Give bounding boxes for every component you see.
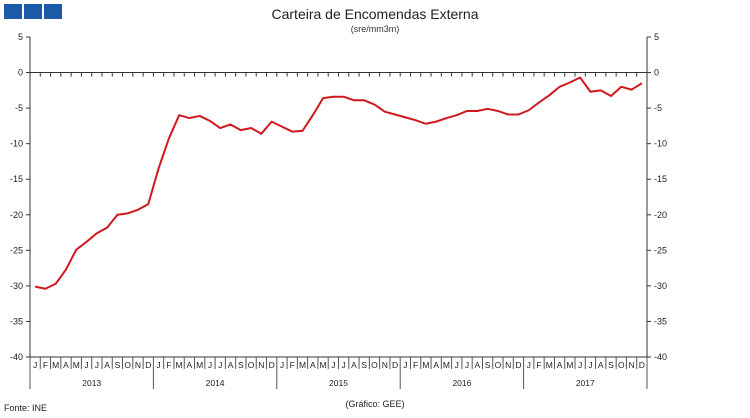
logo-block-2: [24, 4, 42, 19]
x-tick-label-month: D: [639, 360, 645, 370]
x-tick-label-month: J: [588, 360, 592, 370]
x-tick-label-month: A: [351, 360, 357, 370]
y-tick-label-left: -25: [10, 245, 23, 255]
x-tick-label-month: F: [166, 360, 171, 370]
x-tick-label-month: N: [505, 360, 511, 370]
x-tick-label-month: M: [176, 360, 183, 370]
x-tick-label-month: F: [413, 360, 418, 370]
x-tick-label-month: J: [95, 360, 99, 370]
x-tick-label-month: A: [433, 360, 439, 370]
x-tick-label-month: N: [258, 360, 264, 370]
x-tick-label-month: N: [629, 360, 635, 370]
x-tick-label-month: S: [238, 360, 244, 370]
x-tick-label-month: O: [618, 360, 625, 370]
x-tick-label-month: D: [515, 360, 521, 370]
x-tick-label-month: M: [196, 360, 203, 370]
y-tick-label-right: -30: [654, 281, 667, 291]
x-tick-label-month: J: [280, 360, 284, 370]
x-tick-label-month: J: [33, 360, 37, 370]
x-tick-label-month: J: [578, 360, 582, 370]
x-tick-label-month: A: [187, 360, 193, 370]
x-tick-label-month: J: [342, 360, 346, 370]
logo-block-1: [4, 4, 22, 19]
x-tick-label-month: O: [371, 360, 378, 370]
y-tick-label-left: -40: [10, 352, 23, 362]
x-tick-label-month: N: [382, 360, 388, 370]
y-tick-label-left: -20: [10, 210, 23, 220]
x-tick-label-month: O: [495, 360, 502, 370]
y-tick-label-right: -5: [654, 103, 662, 113]
x-tick-label-month: J: [331, 360, 335, 370]
x-tick-label-month: A: [228, 360, 234, 370]
y-tick-label-right: -10: [654, 139, 667, 149]
x-tick-label-year: 2013: [82, 378, 101, 388]
credit-note: (Gráfico: GEE): [345, 399, 405, 409]
x-tick-label-month: M: [443, 360, 450, 370]
x-tick-label-month: A: [557, 360, 563, 370]
x-tick-label-month: F: [536, 360, 541, 370]
x-tick-label-month: M: [422, 360, 429, 370]
x-tick-label-month: D: [145, 360, 151, 370]
x-tick-label-month: A: [310, 360, 316, 370]
logo-block-3: [44, 4, 62, 19]
y-tick-label-right: -40: [654, 352, 667, 362]
x-tick-label-month: J: [208, 360, 212, 370]
x-tick-label-month: A: [474, 360, 480, 370]
x-tick-label-month: S: [485, 360, 491, 370]
y-tick-label-right: -25: [654, 245, 667, 255]
y-tick-label-left: 5: [18, 32, 23, 42]
x-tick-label-month: J: [84, 360, 88, 370]
y-tick-label-left: -10: [10, 139, 23, 149]
x-tick-label-month: A: [63, 360, 69, 370]
y-tick-label-left: -15: [10, 174, 23, 184]
x-tick-label-month: M: [52, 360, 59, 370]
x-tick-label-month: M: [546, 360, 553, 370]
x-tick-label-month: J: [465, 360, 469, 370]
x-tick-label-month: J: [218, 360, 222, 370]
chart-title: Carteira de Encomendas Externa: [271, 6, 479, 22]
x-tick-label-month: N: [135, 360, 141, 370]
x-tick-label-month: J: [156, 360, 160, 370]
y-tick-label-right: -15: [654, 174, 667, 184]
x-tick-label-month: S: [361, 360, 367, 370]
x-tick-label-month: M: [299, 360, 306, 370]
x-tick-label-month: D: [269, 360, 275, 370]
x-tick-label-month: A: [104, 360, 110, 370]
x-tick-label-year: 2017: [576, 378, 595, 388]
x-tick-label-month: M: [73, 360, 80, 370]
y-tick-label-right: 5: [654, 32, 659, 42]
x-tick-label-month: S: [608, 360, 614, 370]
x-tick-label-year: 2014: [206, 378, 225, 388]
x-tick-label-month: J: [403, 360, 407, 370]
x-tick-label-year: 2015: [329, 378, 348, 388]
x-tick-label-month: A: [598, 360, 604, 370]
x-tick-label-month: O: [124, 360, 131, 370]
y-tick-label-right: -35: [654, 316, 667, 326]
x-tick-label-month: F: [43, 360, 48, 370]
y-tick-label-left: -5: [15, 103, 23, 113]
y-tick-label-left: -35: [10, 316, 23, 326]
chart-subtitle: (sre/mm3m): [350, 24, 400, 34]
x-tick-label-month: S: [115, 360, 121, 370]
x-tick-label-month: O: [248, 360, 255, 370]
x-tick-label-year: 2016: [452, 378, 471, 388]
series-line: [34, 76, 643, 290]
x-tick-label-month: J: [455, 360, 459, 370]
x-tick-label-month: J: [527, 360, 531, 370]
y-tick-label-right: -20: [654, 210, 667, 220]
x-tick-label-month: M: [566, 360, 573, 370]
x-tick-label-month: M: [320, 360, 327, 370]
y-tick-label-left: -30: [10, 281, 23, 291]
x-tick-label-month: F: [290, 360, 295, 370]
x-tick-label-month: D: [392, 360, 398, 370]
y-tick-label-left: 0: [18, 68, 23, 78]
y-tick-label-right: 0: [654, 68, 659, 78]
source-note: Fonte: INE: [4, 403, 48, 413]
